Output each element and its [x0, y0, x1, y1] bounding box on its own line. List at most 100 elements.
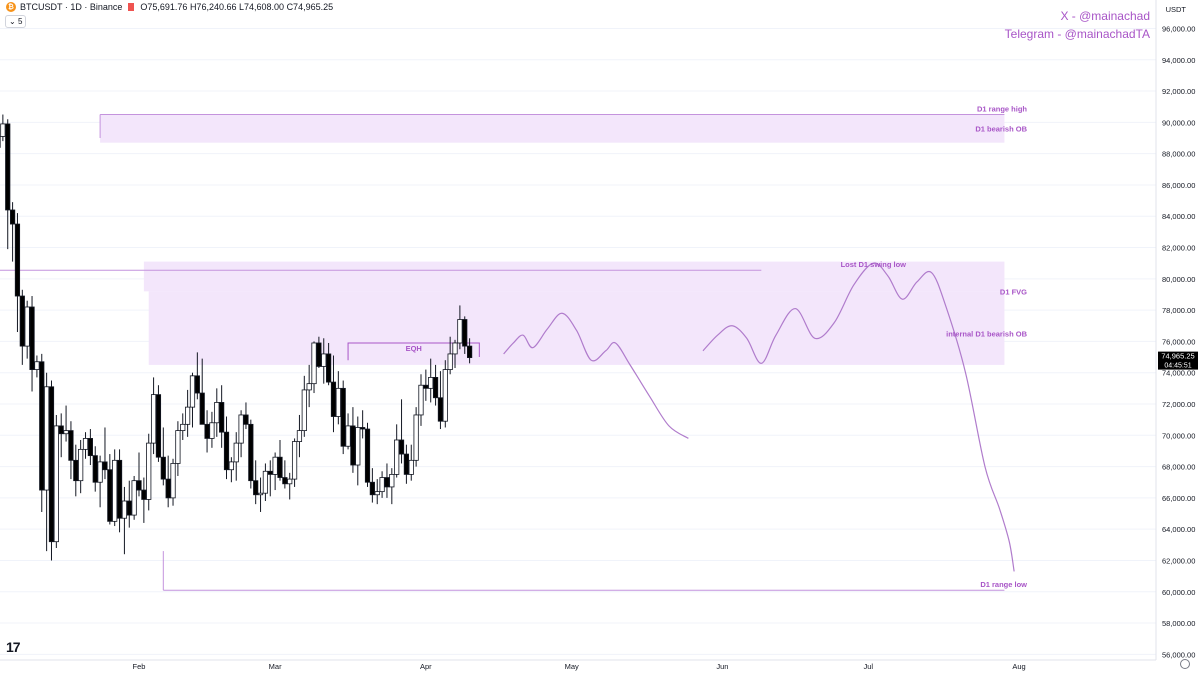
chevron-down-icon: ⌄ — [9, 17, 16, 26]
symbol-legend: ₿ BTCUSDT · 1D · Binance O75,691.76 H76,… — [6, 2, 333, 12]
y-tick-label: 60,000.00 — [1162, 588, 1195, 597]
tradingview-logo-icon[interactable]: 17 — [6, 639, 21, 655]
candle-body — [219, 402, 225, 433]
candle-body — [253, 480, 259, 496]
y-tick-label: 68,000.00 — [1162, 463, 1195, 472]
candle-body — [296, 430, 303, 442]
candle-body — [189, 375, 196, 408]
watermark-telegram: Telegram - @mainachadTA — [1004, 27, 1150, 41]
candle-body — [243, 414, 249, 425]
annotation-label: D1 FVG — [1000, 287, 1027, 296]
annotation-labels: D1 range high D1 bearish OB Lost D1 swing … — [406, 105, 1028, 590]
price-axis[interactable]: 56,000.00 58,000.00 60,000.00 62,000.00 64,0… — [1155, 0, 1195, 660]
candle-body — [394, 439, 400, 475]
candle-body — [447, 353, 453, 370]
candle-body — [316, 342, 322, 367]
candle-body — [48, 386, 55, 543]
ohlc-values: O75,691.76 H76,240.66 L74,608.00 C74,965… — [140, 2, 333, 12]
candle-body — [384, 477, 390, 488]
candle-body — [345, 425, 351, 447]
candle-body — [223, 431, 230, 471]
candle-body — [282, 477, 288, 485]
y-tick-label: 80,000.00 — [1162, 275, 1195, 284]
candle-body — [238, 414, 244, 444]
candle-body — [437, 397, 444, 422]
candle-body — [146, 442, 152, 500]
candle-body — [428, 376, 434, 389]
candle-body — [291, 441, 298, 480]
candle-body — [131, 480, 137, 516]
candle-body — [180, 423, 186, 432]
candle-body — [335, 387, 341, 417]
candle-body — [306, 383, 312, 391]
y-tick-label: 92,000.00 — [1162, 87, 1195, 96]
candle-body — [5, 123, 11, 211]
y-tick-label: 88,000.00 — [1162, 150, 1195, 159]
y-tick-label: 64,000.00 — [1162, 525, 1195, 534]
candle-body — [19, 295, 25, 347]
zones — [100, 114, 1005, 365]
candle-body — [116, 459, 123, 519]
y-tick-label: 78,000.00 — [1162, 306, 1195, 315]
candle-body — [150, 394, 157, 444]
y-tick-label: 58,000.00 — [1162, 619, 1195, 628]
candle-body — [102, 461, 108, 471]
candle-body — [355, 427, 361, 466]
x-tick-label: Apr — [420, 662, 432, 671]
x-tick-label: May — [565, 662, 579, 671]
zone-rect — [148, 291, 1005, 365]
candle-body — [78, 448, 84, 482]
settings-icon[interactable] — [1180, 659, 1190, 669]
candle-body — [340, 387, 346, 447]
y-tick-label: 70,000.00 — [1162, 431, 1195, 440]
annotation-label: internal D1 bearish OB — [946, 330, 1027, 339]
candle-body — [175, 430, 181, 464]
ohlc-low: L74,608.00 — [239, 2, 285, 12]
candle-body — [29, 306, 35, 370]
x-tick-label: Feb — [133, 662, 146, 671]
time-axis[interactable]: Feb Mar Apr May Jun Jul Aug — [0, 659, 1156, 671]
annotation-label: D1 range high — [977, 105, 1027, 114]
candle-body — [155, 394, 162, 458]
y-tick-label: 82,000.00 — [1162, 244, 1195, 253]
candle-body — [321, 353, 327, 367]
symbol-line[interactable]: BTCUSDT · 1D · Binance — [20, 2, 123, 12]
candle-body — [272, 456, 278, 475]
candle-body — [369, 481, 375, 496]
candle-body — [24, 306, 30, 347]
candles — [0, 114, 473, 561]
ohlc-high: H76,240.66 — [189, 2, 237, 12]
candle-body — [170, 463, 176, 499]
candle-body — [185, 406, 191, 425]
candle-body — [204, 423, 210, 439]
bitcoin-icon: ₿ — [6, 2, 16, 12]
candle-body — [73, 459, 79, 482]
currency-unit[interactable]: USDT — [1165, 5, 1186, 14]
candle-body — [442, 369, 448, 422]
y-tick-label: 94,000.00 — [1162, 56, 1195, 65]
candle-body — [248, 423, 254, 482]
candle-body — [457, 319, 463, 344]
candle-body — [92, 455, 98, 483]
projection-path — [503, 312, 689, 439]
candle-body — [403, 453, 410, 475]
ohlc-open: O75,691.76 — [140, 2, 188, 12]
x-tick-label: Jul — [863, 662, 873, 671]
candle-body — [165, 478, 171, 499]
candle-body — [267, 470, 273, 475]
flag-icon[interactable] — [128, 3, 135, 11]
candle-body — [389, 474, 395, 488]
projections — [503, 262, 1015, 572]
current-price-tag: 74,965.25 04:45:51 — [1158, 351, 1198, 370]
indicator-toggle[interactable]: ⌄ 5 — [5, 15, 27, 28]
y-tick-label: 76,000.00 — [1162, 337, 1195, 346]
candle-body — [194, 375, 200, 394]
candle-body — [214, 402, 220, 424]
y-tick-label: 66,000.00 — [1162, 494, 1195, 503]
candle-body — [82, 438, 89, 450]
y-tick-label: 72,000.00 — [1162, 400, 1195, 409]
candle-body — [311, 342, 317, 385]
candle-body — [199, 392, 205, 425]
y-tick-label: 56,000.00 — [1162, 650, 1195, 659]
